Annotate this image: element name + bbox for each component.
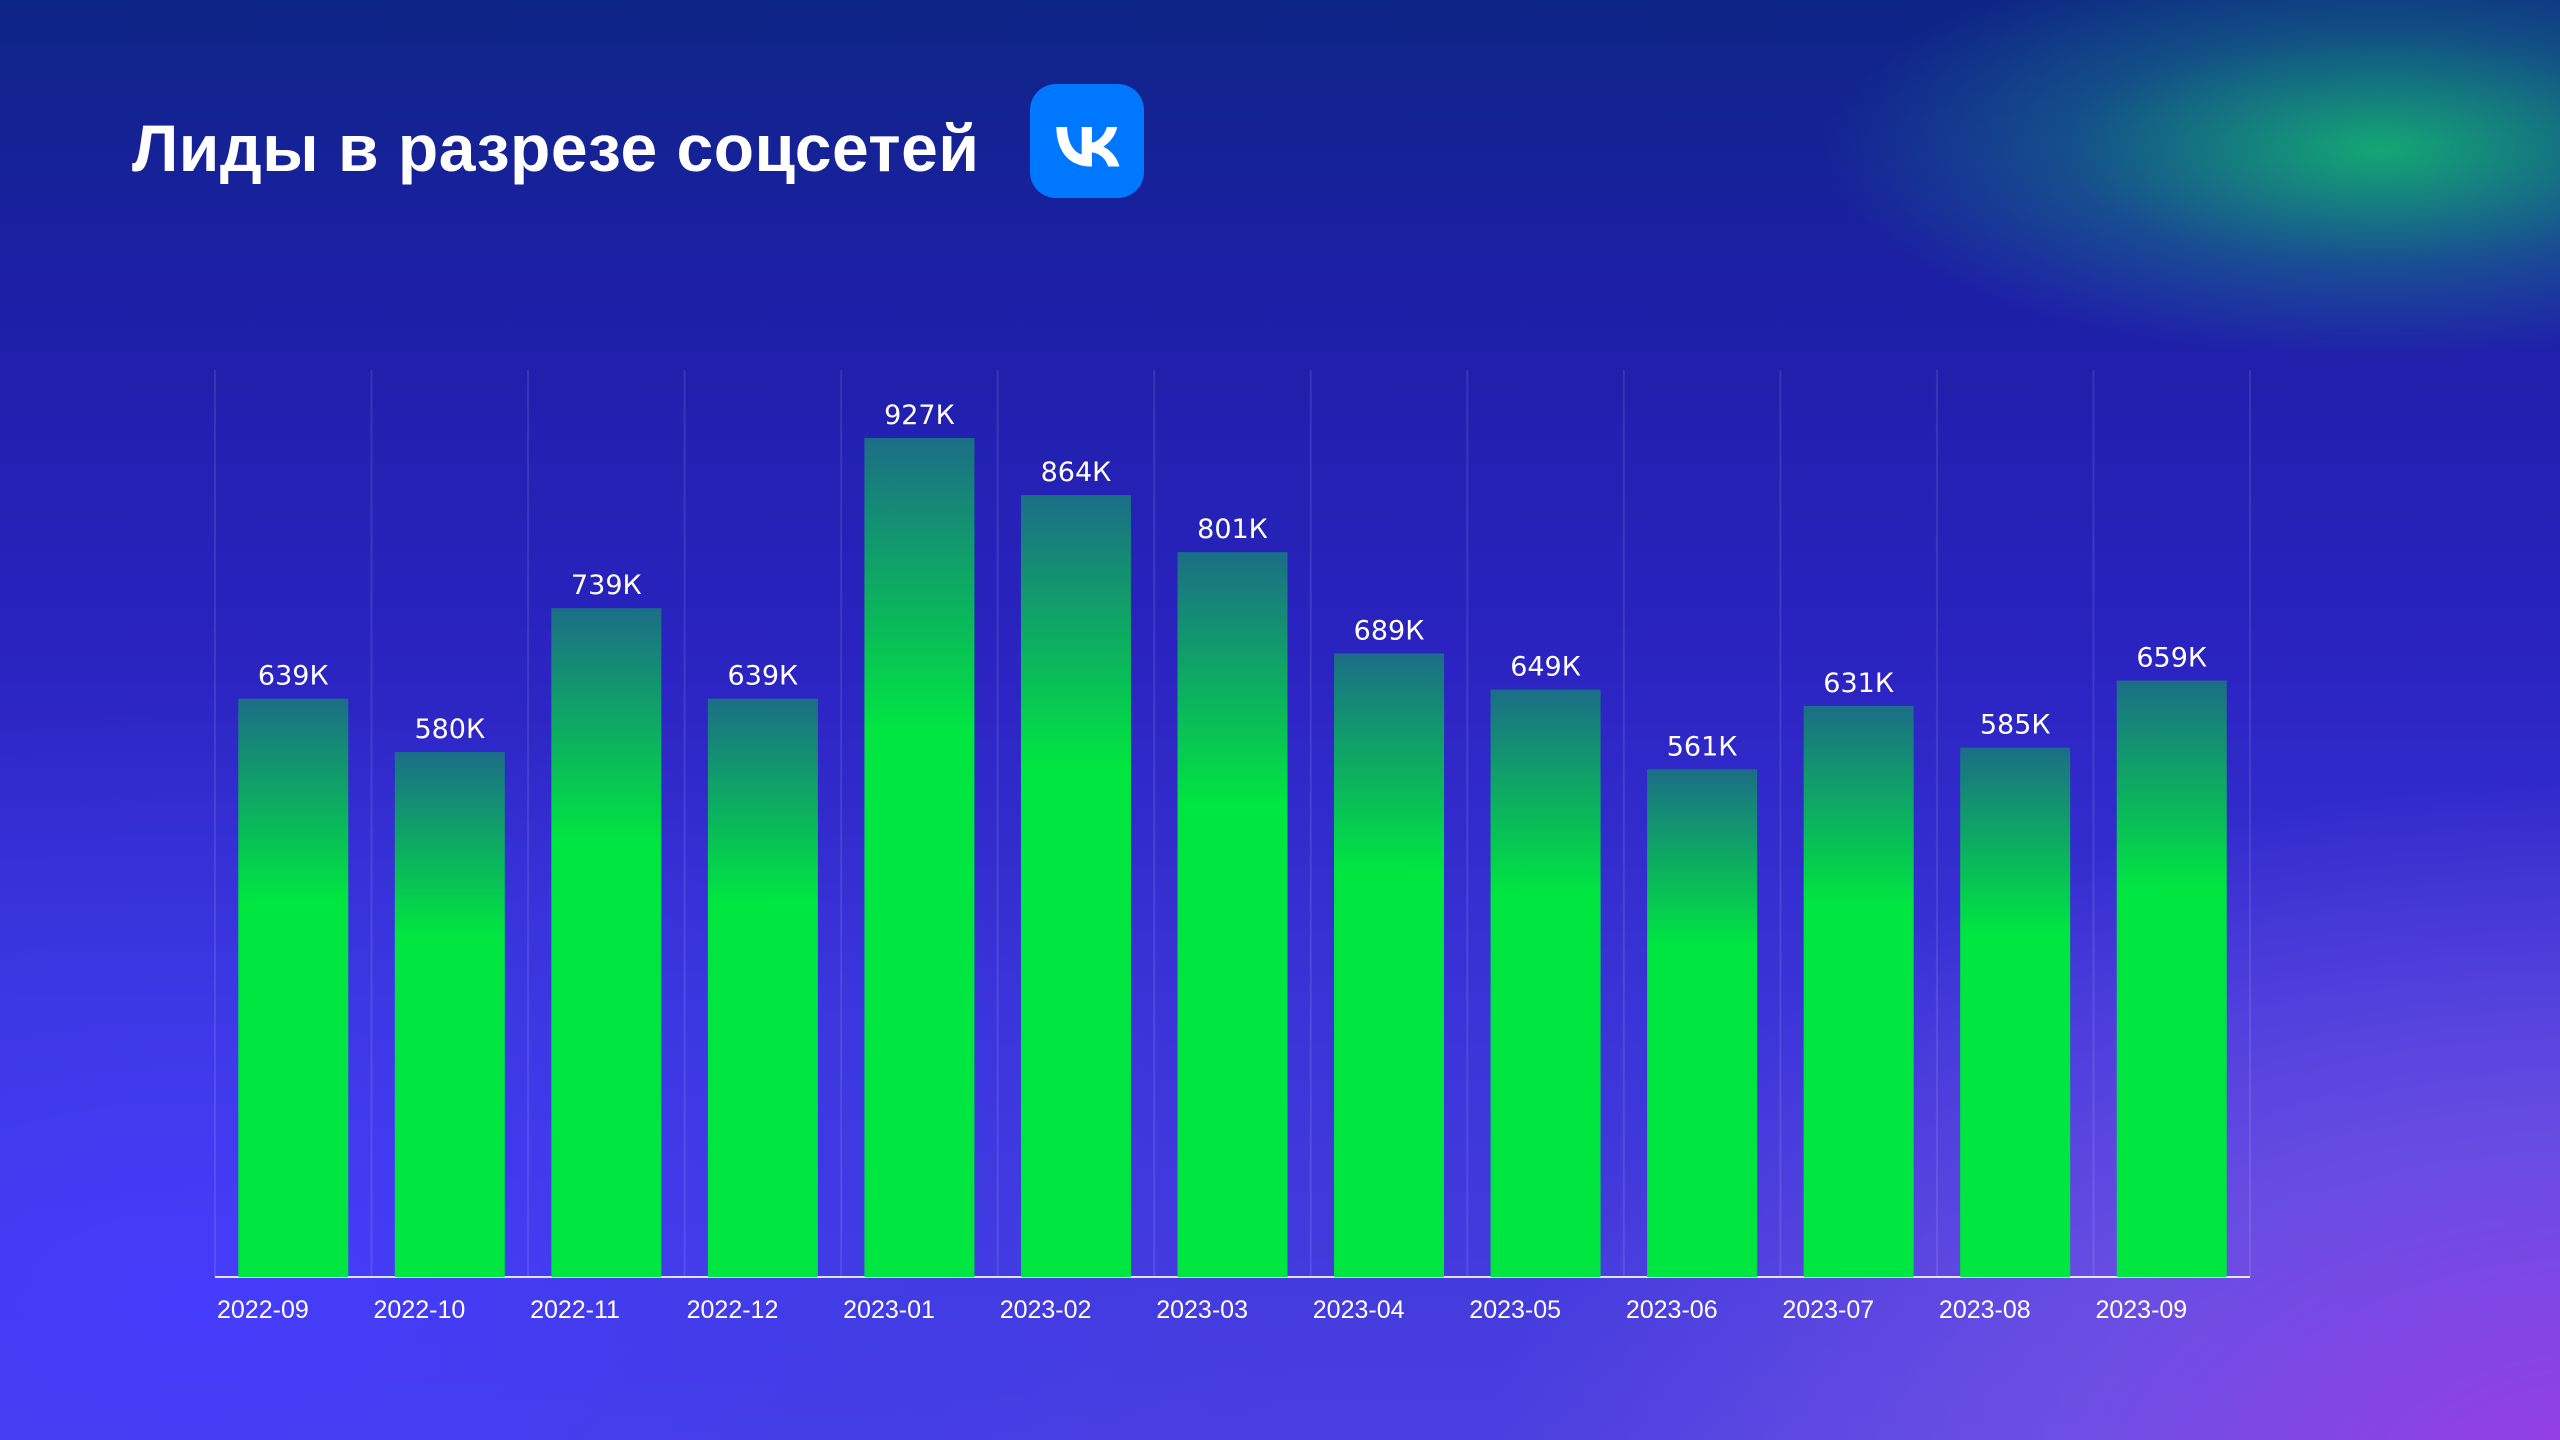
data-label-2023-03: 801К [1197, 514, 1268, 545]
data-label-2023-08: 585К [1980, 710, 2051, 741]
vk-logo-icon [1030, 84, 1144, 198]
page-title: Лиды в разрезе соцсетей [132, 111, 980, 185]
x-tick-label-2023-04: 2023-04 [1313, 1296, 1405, 1324]
bar-2023-09 [2116, 680, 2227, 1277]
x-tick-label-2023-09: 2023-09 [2095, 1296, 2187, 1324]
bar-2023-06 [1647, 769, 1758, 1277]
bar-2023-02 [1020, 495, 1131, 1278]
bar-2023-01 [864, 438, 975, 1277]
bar-2022-10 [394, 752, 505, 1277]
x-tick-label-2022-12: 2022-12 [687, 1296, 779, 1324]
data-label-2023-04: 689К [1354, 615, 1425, 646]
data-label-2022-11: 739К [571, 570, 642, 601]
x-tick-label-2023-03: 2023-03 [1156, 1296, 1248, 1324]
data-label-2022-09: 639К [258, 661, 329, 692]
bar-2022-12 [707, 698, 818, 1277]
bar-2023-07 [1803, 705, 1914, 1277]
x-tick-label-2023-06: 2023-06 [1626, 1296, 1718, 1324]
data-label-2023-07: 631К [1823, 668, 1894, 699]
bar-2023-05 [1490, 689, 1601, 1277]
data-label-2022-12: 639К [728, 661, 799, 692]
x-tick-label-2023-08: 2023-08 [1939, 1296, 2031, 1324]
data-labels: 639К 580К 739К 639К 927К 864К 801К 689К 649К 561К… [258, 400, 2207, 762]
x-tick-label-2022-10: 2022-10 [374, 1296, 466, 1324]
x-tick-label-2023-01: 2023-01 [843, 1296, 935, 1324]
x-axis-tick-labels: 2022-09 2022-10 2022-11 2022-12 2023-01 2023-… [217, 1296, 2187, 1324]
bars [238, 438, 2227, 1278]
data-label-2023-06: 561К [1667, 731, 1738, 762]
x-tick-label-2022-11: 2022-11 [530, 1296, 620, 1324]
bar-2022-09 [238, 698, 349, 1277]
bar-2023-03 [1177, 552, 1288, 1277]
x-tick-label-2023-07: 2023-07 [1782, 1296, 1874, 1324]
bar-2023-04 [1334, 653, 1445, 1277]
data-label-2023-05: 649К [1510, 652, 1581, 683]
bar-2023-08 [1960, 747, 2071, 1277]
x-tick-label-2022-09: 2022-09 [217, 1296, 309, 1324]
bar-2022-11 [551, 608, 662, 1277]
data-label-2022-10: 580К [414, 714, 485, 745]
data-label-2023-09: 659К [2136, 643, 2207, 674]
x-tick-label-2023-05: 2023-05 [1469, 1296, 1561, 1324]
x-tick-label-2023-02: 2023-02 [1000, 1296, 1092, 1324]
data-label-2023-02: 864К [1041, 457, 1112, 488]
data-label-2023-01: 927К [884, 400, 955, 431]
